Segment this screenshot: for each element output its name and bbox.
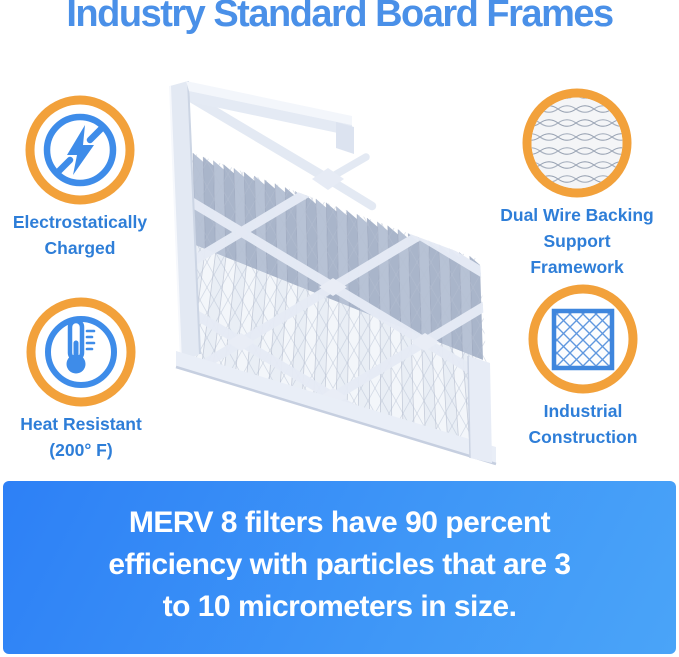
feature-label: Electrostatically Charged: [0, 209, 162, 261]
feature-label-line: Support Framework: [530, 231, 624, 277]
feature-label-line: Dual Wire Backing: [500, 205, 654, 225]
thermometer-icon-svg: [26, 297, 136, 407]
feature-label-line: Construction: [528, 427, 638, 447]
banner-text-line: MERV 8 filters have 90 percent: [128, 506, 551, 539]
feature-heat-resistant: Heat Resistant (200° F): [0, 297, 163, 463]
feature-industrial: Industrial Construction: [501, 284, 665, 450]
mesh-square-icon-svg: [528, 284, 638, 394]
banner-text-line: efficiency with particles that are 3: [108, 548, 571, 581]
page-title: Industry Standard Board Frames: [66, 0, 614, 35]
filter-board-frame: [169, 80, 497, 466]
thermometer-icon: [26, 297, 136, 407]
air-filter-product-image: [169, 80, 497, 466]
feature-label: Heat Resistant (200° F): [0, 411, 163, 463]
mesh-square-icon: [528, 284, 638, 394]
banner-text-line: to 10 micrometers in size.: [162, 590, 517, 623]
feature-label: Industrial Construction: [501, 398, 665, 450]
feature-label: Dual Wire Backing Support Framework: [495, 202, 659, 280]
feature-label-line: Electrostatically: [12, 212, 148, 232]
filter-corner-node: [312, 168, 344, 190]
wire-mesh-icon-svg: [522, 88, 632, 198]
feature-label-line: Industrial: [543, 401, 623, 421]
feature-label-line: Heat Resistant: [20, 414, 142, 434]
feature-label-line: (200° F): [49, 440, 113, 460]
wire-mesh-icon: [522, 88, 632, 198]
lightning-bolt-icon: [25, 95, 135, 205]
feature-electrostatic: Electrostatically Charged: [0, 95, 162, 261]
feature-wire-backing: Dual Wire Backing Support Framework: [495, 88, 659, 280]
banner: MERV 8 filters have 90 percent efficienc…: [3, 481, 676, 654]
lightning-bolt-icon-svg: [25, 95, 135, 205]
feature-label-line: Charged: [44, 238, 116, 258]
